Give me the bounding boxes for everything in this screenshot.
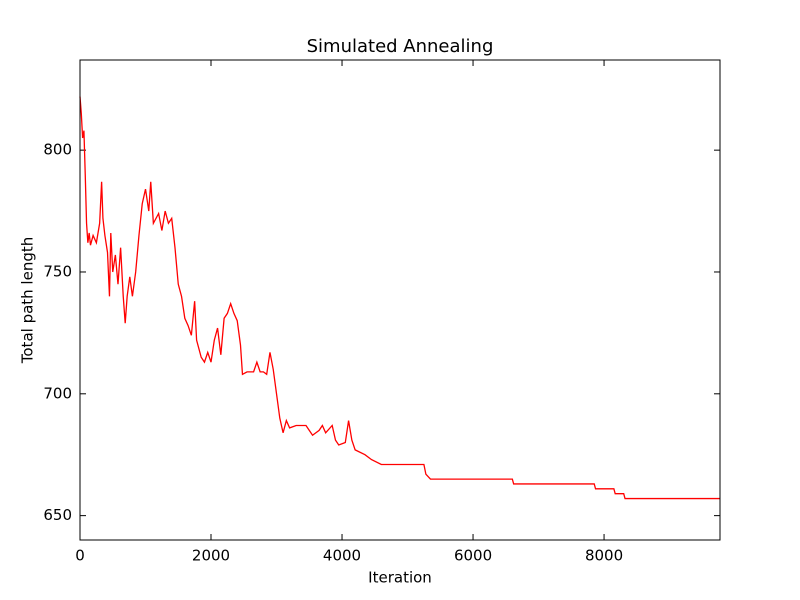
y-tick-label: 750 <box>43 262 72 280</box>
chart-title: Simulated Annealing <box>307 36 494 57</box>
y-tick-label: 650 <box>43 506 72 524</box>
y-tick-label: 800 <box>43 141 72 159</box>
x-tick-label: 2000 <box>192 547 230 565</box>
y-tick-label: 700 <box>43 384 72 402</box>
data-line <box>79 96 720 500</box>
x-tick-label: 4000 <box>323 547 361 565</box>
plot-frame <box>79 59 721 541</box>
x-tick-label: 6000 <box>454 547 492 565</box>
x-tick-label: 0 <box>75 547 85 565</box>
x-axis-label: Iteration <box>368 569 432 587</box>
x-tick-label: 8000 <box>585 547 623 565</box>
y-axis-label: Total path length <box>19 237 37 364</box>
